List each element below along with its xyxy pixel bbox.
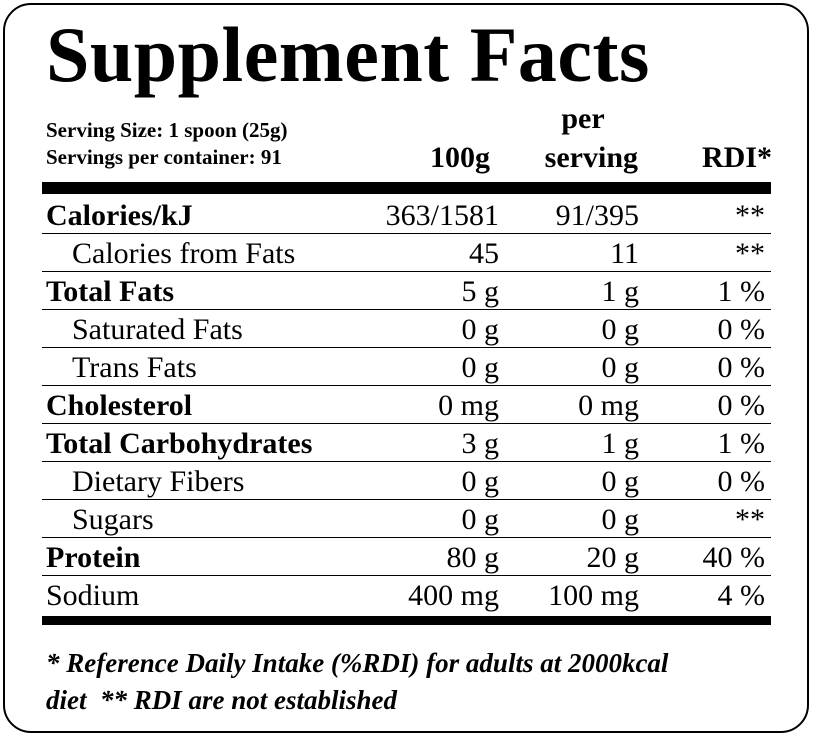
nutrient-name: Protein (46, 541, 141, 574)
table-row: Trans Fats 0 g 0 g 0 % (42, 348, 771, 386)
footnote: * Reference Daily Intake (%RDI) for adul… (46, 645, 786, 719)
page-title: Supplement Facts (46, 11, 650, 98)
column-header-rdi: RDI* (701, 141, 772, 174)
table-row: Dietary Fibers 0 g 0 g 0 % (42, 462, 771, 500)
value-rdi: 4 % (717, 579, 766, 612)
nutrient-name: Calories from Fats (72, 237, 296, 270)
nutrient-name: Total Fats (46, 275, 175, 308)
value-per-100g: 0 mg (438, 389, 499, 422)
value-per-serving: 11 (610, 237, 639, 270)
value-per-serving: 1 g (601, 427, 640, 460)
value-per-serving: 0 g (601, 351, 640, 384)
table-row: Total Fats 5 g 1 g 1 % (42, 272, 771, 310)
table-row: Calories from Fats 45 11 ** (42, 234, 771, 272)
value-rdi: ** (735, 503, 765, 536)
value-per-100g: 3 g (461, 427, 500, 460)
value-rdi: 1 % (717, 427, 766, 460)
value-per-serving: 20 g (586, 541, 640, 574)
footnote-line-1: * Reference Daily Intake (%RDI) for adul… (46, 648, 669, 678)
nutrient-name: Cholesterol (46, 389, 193, 422)
servings-per-container: Servings per container: 91 (46, 145, 282, 169)
nutrient-name: Sugars (72, 503, 154, 536)
nutrient-name: Saturated Fats (72, 313, 243, 346)
table-row: Total Carbohydrates 3 g 1 g 1 % (42, 424, 771, 462)
footnote-line-2: diet ** RDI are not established (46, 685, 398, 715)
table-row: Protein 80 g 20 g 40 % (42, 538, 771, 576)
top-thick-rule (42, 182, 771, 194)
value-per-serving: 0 g (601, 313, 640, 346)
value-rdi: 40 % (702, 541, 766, 574)
value-per-100g: 80 g (446, 541, 500, 574)
column-header-100g: 100g (430, 141, 490, 174)
value-per-serving: 1 g (601, 275, 640, 308)
value-per-serving: 100 mg (548, 579, 639, 612)
bottom-thick-rule (42, 616, 771, 625)
value-per-100g: 0 g (461, 351, 500, 384)
value-rdi: 1 % (717, 275, 766, 308)
value-rdi: 0 % (717, 389, 766, 422)
value-per-serving: 0 mg (578, 389, 639, 422)
serving-size: Serving Size: 1 spoon (25g) (46, 118, 288, 142)
value-per-100g: 0 g (461, 503, 500, 536)
column-header-per: per (561, 102, 605, 135)
value-per-100g: 45 (469, 237, 499, 270)
table-row: Cholesterol 0 mg 0 mg 0 % (42, 386, 771, 424)
value-per-serving: 0 g (601, 465, 640, 498)
nutrient-name: Trans Fats (72, 351, 197, 384)
table-row: Sugars 0 g 0 g ** (42, 500, 771, 538)
column-header-serving: serving (544, 141, 638, 174)
table-row: Calories/kJ 363/1581 91/395 ** (42, 196, 771, 234)
value-per-100g: 363/1581 (385, 199, 499, 232)
value-rdi: ** (735, 237, 765, 270)
value-per-100g: 5 g (461, 275, 500, 308)
nutrient-name: Calories/kJ (46, 199, 193, 232)
value-rdi: ** (735, 199, 765, 232)
value-per-serving: 91/395 (555, 199, 639, 232)
value-per-serving: 0 g (601, 503, 640, 536)
value-rdi: 0 % (717, 351, 766, 384)
value-per-100g: 0 g (461, 313, 500, 346)
table-row: Saturated Fats 0 g 0 g 0 % (42, 310, 771, 348)
value-rdi: 0 % (717, 313, 766, 346)
nutrient-name: Sodium (46, 579, 140, 612)
value-per-100g: 0 g (461, 465, 500, 498)
table-row: Sodium 400 mg 100 mg 4 % (42, 576, 771, 614)
nutrient-name: Total Carbohydrates (46, 427, 313, 460)
value-per-100g: 400 mg (408, 579, 499, 612)
value-rdi: 0 % (717, 465, 766, 498)
supplement-facts-panel (3, 3, 809, 733)
nutrient-name: Dietary Fibers (72, 465, 245, 498)
